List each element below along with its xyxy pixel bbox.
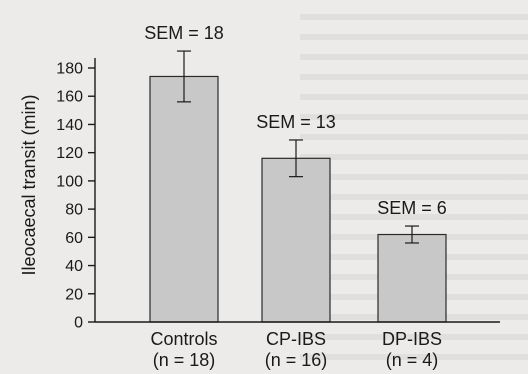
category-label: Controls: [150, 329, 217, 349]
y-axis-ticks: 0 20 40 60 80 100 120 140 160 180: [56, 61, 95, 332]
sem-annotation: SEM = 18: [144, 23, 224, 43]
y-tick-label: 80: [65, 202, 83, 219]
y-tick-label: 180: [56, 61, 83, 78]
y-tick-label: 40: [65, 258, 83, 275]
bar: [377, 233, 447, 323]
y-tick-label: 160: [56, 89, 83, 106]
category-label: DP-IBS: [382, 329, 442, 349]
category-n-label: (n = 4): [386, 350, 439, 370]
y-tick-label: 20: [65, 286, 83, 303]
category-label: CP-IBS: [266, 329, 326, 349]
category-n-label: (n = 18): [153, 350, 216, 370]
error-bars: [177, 50, 419, 244]
y-tick-label: 140: [56, 117, 83, 134]
bar: [149, 75, 219, 323]
y-tick-label: 0: [74, 315, 83, 332]
sem-annotations: SEM = 18 SEM = 13 SEM = 6: [144, 23, 447, 218]
bar: [261, 157, 331, 323]
y-tick-label: 60: [65, 230, 83, 247]
bars: [149, 75, 447, 323]
y-tick-label: 120: [56, 145, 83, 162]
y-axis-title: Ileocaecal transit (min): [19, 94, 39, 275]
sem-annotation: SEM = 6: [377, 198, 447, 218]
sem-annotation: SEM = 13: [256, 112, 336, 132]
category-labels: Controls(n = 18) CP-IBS(n = 16) DP-IBS(n =…: [150, 329, 442, 370]
y-tick-label: 100: [56, 173, 83, 190]
category-n-label: (n = 16): [265, 350, 328, 370]
